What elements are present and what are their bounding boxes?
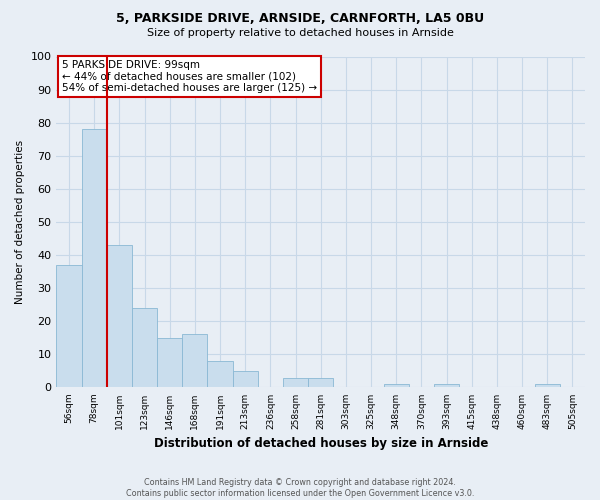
X-axis label: Distribution of detached houses by size in Arnside: Distribution of detached houses by size … <box>154 437 488 450</box>
Text: 5, PARKSIDE DRIVE, ARNSIDE, CARNFORTH, LA5 0BU: 5, PARKSIDE DRIVE, ARNSIDE, CARNFORTH, L… <box>116 12 484 26</box>
Bar <box>157 338 182 388</box>
Bar <box>434 384 459 388</box>
Bar <box>535 384 560 388</box>
Bar <box>283 378 308 388</box>
Text: Size of property relative to detached houses in Arnside: Size of property relative to detached ho… <box>146 28 454 38</box>
Text: Contains HM Land Registry data © Crown copyright and database right 2024.
Contai: Contains HM Land Registry data © Crown c… <box>126 478 474 498</box>
Bar <box>132 308 157 388</box>
Bar <box>107 245 132 388</box>
Bar <box>383 384 409 388</box>
Bar <box>308 378 333 388</box>
Bar <box>182 334 208 388</box>
Bar <box>233 371 258 388</box>
Bar <box>208 361 233 388</box>
Y-axis label: Number of detached properties: Number of detached properties <box>15 140 25 304</box>
Bar <box>82 130 107 388</box>
Text: 5 PARKSIDE DRIVE: 99sqm
← 44% of detached houses are smaller (102)
54% of semi-d: 5 PARKSIDE DRIVE: 99sqm ← 44% of detache… <box>62 60 317 93</box>
Bar <box>56 265 82 388</box>
